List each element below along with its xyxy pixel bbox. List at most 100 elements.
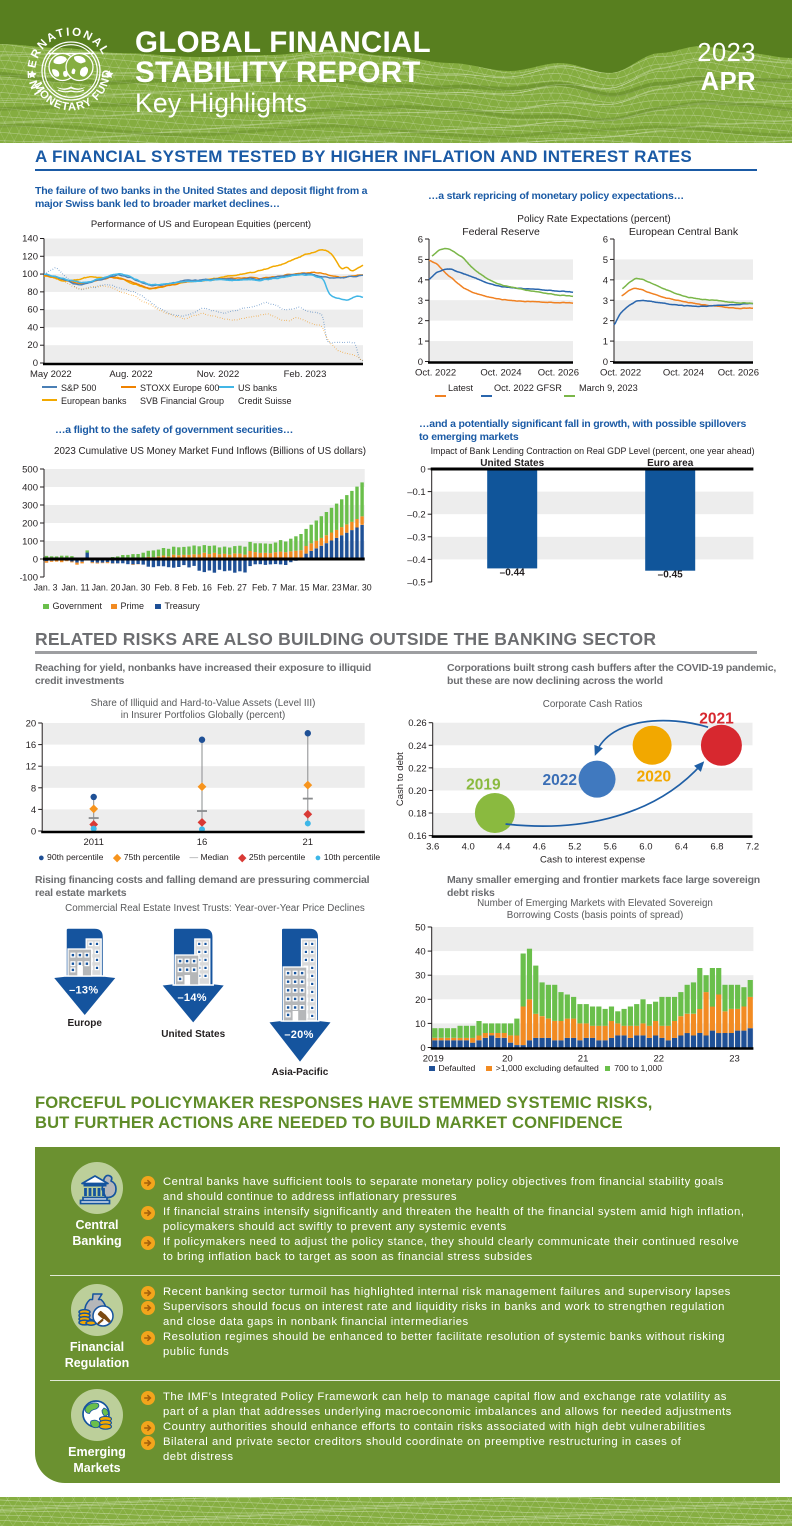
svg-text:2021: 2021	[699, 710, 734, 727]
svg-text:0.18: 0.18	[408, 809, 427, 820]
svg-text:21: 21	[578, 1054, 589, 1065]
svg-text:0: 0	[603, 357, 608, 368]
svg-text:30: 30	[415, 971, 426, 982]
svg-text:Oct. 2022: Oct. 2022	[415, 368, 456, 379]
svg-text:4: 4	[31, 805, 36, 816]
svg-text:2019: 2019	[423, 1054, 444, 1065]
svg-text:1: 1	[418, 337, 423, 348]
svg-text:Cash to interest expense: Cash to interest expense	[540, 855, 645, 866]
svg-text:2: 2	[603, 316, 608, 327]
svg-text:2011: 2011	[83, 837, 103, 848]
svg-text:2020: 2020	[637, 769, 671, 786]
svg-text:Impact of Bank Lending Contrac: Impact of Bank Lending Contraction on Re…	[431, 446, 755, 456]
svg-text:–100: –100	[20, 573, 38, 584]
svg-text:22: 22	[654, 1054, 665, 1065]
svg-text:Asia-Pacific: Asia-Pacific	[272, 1067, 329, 1078]
svg-text:0: 0	[31, 827, 36, 838]
svg-text:–0.5: –0.5	[407, 578, 426, 589]
svg-text:–13%: –13%	[69, 985, 98, 997]
svg-text:Nov. 2022: Nov. 2022	[197, 369, 240, 380]
svg-text:0.24: 0.24	[408, 741, 427, 752]
svg-text:80: 80	[27, 287, 38, 298]
svg-text:–0.2: –0.2	[407, 510, 426, 521]
svg-text:Corporate Cash Ratios: Corporate Cash Ratios	[543, 699, 643, 710]
svg-text:6.0: 6.0	[639, 842, 652, 853]
svg-text:Federal Reserve: Federal Reserve	[462, 226, 540, 238]
svg-text:1: 1	[603, 337, 608, 348]
svg-text:500: 500	[22, 465, 38, 476]
svg-text:6: 6	[418, 235, 423, 246]
svg-text:Mar. 23: Mar. 23	[312, 583, 341, 593]
svg-text:Cash to debt: Cash to debt	[395, 752, 406, 806]
svg-text:23: 23	[729, 1054, 740, 1065]
svg-text:5.2: 5.2	[568, 842, 581, 853]
svg-text:Oct. 2026: Oct. 2026	[538, 368, 579, 379]
svg-text:2022: 2022	[542, 772, 576, 789]
svg-text:16: 16	[197, 837, 208, 848]
svg-text:–0.4: –0.4	[407, 555, 426, 566]
svg-text:20: 20	[502, 1054, 513, 1065]
svg-text:Aug. 2022: Aug. 2022	[109, 369, 152, 380]
svg-text:100: 100	[22, 269, 38, 280]
svg-text:120: 120	[22, 251, 38, 262]
svg-text:United States: United States	[480, 458, 544, 469]
svg-text:Feb. 8: Feb. 8	[155, 583, 180, 593]
svg-text:–0.44: –0.44	[500, 567, 525, 578]
svg-text:0: 0	[33, 358, 38, 369]
svg-text:60: 60	[27, 305, 38, 316]
svg-text:40: 40	[415, 947, 426, 958]
svg-text:0.16: 0.16	[408, 831, 427, 842]
svg-text:–20%: –20%	[284, 1029, 313, 1041]
svg-text:4.0: 4.0	[462, 842, 475, 853]
svg-text:7.2: 7.2	[746, 842, 759, 853]
svg-text:Feb. 27: Feb. 27	[217, 583, 247, 593]
svg-text:4.4: 4.4	[497, 842, 510, 853]
svg-text:Jan. 3: Jan. 3	[34, 583, 58, 593]
svg-text:Feb. 2023: Feb. 2023	[284, 369, 327, 380]
svg-text:0.20: 0.20	[408, 786, 427, 797]
svg-text:6.4: 6.4	[675, 842, 688, 853]
svg-text:Mar. 30: Mar. 30	[342, 583, 371, 593]
svg-text:Feb. 7: Feb. 7	[252, 583, 277, 593]
svg-text:0.26: 0.26	[408, 718, 427, 729]
svg-text:100: 100	[22, 537, 38, 548]
svg-text:United States: United States	[161, 1029, 225, 1040]
svg-text:5.6: 5.6	[604, 842, 617, 853]
svg-text:2019: 2019	[466, 777, 501, 794]
svg-text:Mar. 15: Mar. 15	[280, 583, 309, 593]
svg-text:Oct. 2024: Oct. 2024	[663, 368, 704, 379]
svg-text:12: 12	[26, 762, 37, 773]
svg-text:0: 0	[420, 465, 425, 476]
svg-text:4.6: 4.6	[533, 842, 546, 853]
svg-text:5: 5	[418, 255, 423, 266]
svg-text:0.22: 0.22	[408, 763, 427, 774]
svg-text:in Insurer Portfolios Globally: in Insurer Portfolios Globally (percent)	[121, 710, 285, 721]
svg-text:Oct. 2024: Oct. 2024	[480, 368, 521, 379]
svg-text:Jan. 11: Jan. 11	[61, 583, 89, 593]
svg-text:300: 300	[22, 501, 38, 512]
svg-text:5: 5	[603, 255, 608, 266]
svg-text:–14%: –14%	[178, 992, 207, 1004]
svg-text:40: 40	[27, 322, 38, 333]
svg-text:3: 3	[603, 296, 608, 307]
svg-text:140: 140	[22, 234, 38, 245]
svg-text:0: 0	[418, 357, 423, 368]
svg-text:0: 0	[33, 555, 38, 566]
svg-text:3: 3	[418, 296, 423, 307]
svg-text:3.6: 3.6	[426, 842, 439, 853]
svg-text:Oct. 2022: Oct. 2022	[600, 368, 641, 379]
svg-text:–0.1: –0.1	[407, 487, 426, 498]
svg-text:4: 4	[603, 275, 608, 286]
svg-text:200: 200	[22, 519, 38, 530]
svg-text:European Central Bank: European Central Bank	[629, 226, 739, 238]
svg-text:Euro area: Euro area	[647, 458, 694, 469]
svg-text:400: 400	[22, 483, 38, 494]
svg-text:50: 50	[415, 923, 426, 934]
svg-text:–0.45: –0.45	[658, 570, 683, 581]
svg-text:20: 20	[26, 719, 37, 730]
svg-text:0: 0	[420, 1043, 425, 1054]
svg-text:10: 10	[415, 1019, 426, 1030]
svg-text:–0.3: –0.3	[407, 532, 426, 543]
svg-text:8: 8	[31, 783, 36, 794]
svg-text:20: 20	[27, 340, 38, 351]
